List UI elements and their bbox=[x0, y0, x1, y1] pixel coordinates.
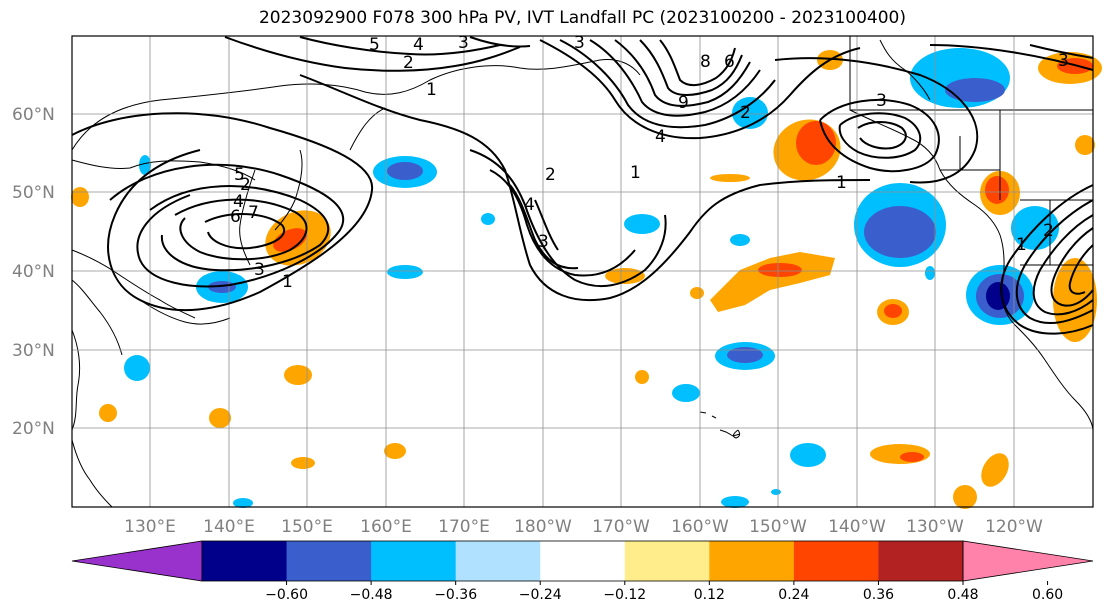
lon-label: 120°W bbox=[985, 517, 1043, 537]
colorbar-cell bbox=[540, 541, 626, 581]
colorbar-tick-label: 0.48 bbox=[947, 587, 978, 601]
contour-label: 1 bbox=[1016, 235, 1027, 255]
colorbar-cell bbox=[878, 541, 964, 581]
contour-label: 4 bbox=[524, 195, 535, 215]
contour-label: 9 bbox=[678, 93, 689, 113]
lon-label: 140°W bbox=[828, 517, 886, 537]
lat-label: 60°N bbox=[12, 105, 55, 125]
contour-label: 3 bbox=[254, 260, 265, 280]
lat-label: 50°N bbox=[12, 183, 55, 203]
pv-contours bbox=[71, 36, 1094, 335]
colorbar-tick-label: 0.24 bbox=[778, 587, 809, 601]
colorbar-cell bbox=[371, 541, 457, 581]
contour-label: 4 bbox=[655, 127, 666, 147]
lon-label: 130°E bbox=[124, 517, 176, 537]
lon-label: 150°E bbox=[281, 517, 333, 537]
lon-label: 130°W bbox=[906, 517, 964, 537]
lon-label: 160°W bbox=[671, 517, 729, 537]
colorbar-extend-high bbox=[962, 540, 1094, 582]
lon-label: 170°E bbox=[438, 517, 490, 537]
colorbar: −0.60 −0.48 −0.36 −0.24 −0.12 0.12 0.24 0.36 0.4… bbox=[71, 540, 1094, 601]
colorbar-tick-label: 0.36 bbox=[863, 587, 894, 601]
colorbar-cell bbox=[455, 541, 541, 581]
contour-label: 3 bbox=[1058, 51, 1069, 71]
lon-label: 140°E bbox=[203, 517, 255, 537]
contour-label: 2 bbox=[1043, 221, 1054, 241]
contour-label: 8 bbox=[700, 52, 711, 72]
longitude-labels: 130°E 140°E 150°E 160°E 170°E 180°W 170°… bbox=[124, 517, 1043, 537]
contour-labels: 5 4 3 2 1 3 2 1 4 5 6 7 8 9 3 4 2 3 1 2 … bbox=[230, 33, 1069, 292]
colorbar-tick-label: 0.12 bbox=[694, 587, 725, 601]
colorbar-tick-label: 0.60 bbox=[1032, 587, 1063, 601]
lat-label: 40°N bbox=[12, 262, 55, 282]
contour-label: 3 bbox=[876, 91, 887, 111]
contour-label: 5 bbox=[234, 165, 245, 185]
contour-label: 1 bbox=[836, 173, 847, 193]
latitude-labels: 60°N 50°N 40°N 30°N 20°N bbox=[12, 105, 55, 439]
contour-label: 2 bbox=[403, 53, 414, 73]
contour-label: 1 bbox=[282, 272, 293, 292]
lon-label: 150°W bbox=[749, 517, 807, 537]
map-title: 2023092900 F078 300 hPa PV, IVT Landfall… bbox=[258, 8, 906, 28]
contour-label: 4 bbox=[233, 192, 244, 212]
colorbar-cell bbox=[709, 541, 795, 581]
colorbar-cell bbox=[624, 541, 710, 581]
colorbar-tick-label: −0.24 bbox=[519, 587, 562, 601]
contour-label: 1 bbox=[630, 163, 641, 183]
colorbar-tick-label: −0.48 bbox=[350, 587, 393, 601]
lat-label: 20°N bbox=[12, 419, 55, 439]
contour-label: 5 bbox=[369, 35, 380, 55]
colorbar-cell bbox=[793, 541, 879, 581]
contour-label: 6 bbox=[724, 52, 735, 72]
contour-label: 2 bbox=[240, 175, 251, 195]
contour-label: 3 bbox=[574, 33, 585, 53]
graticule bbox=[72, 36, 1093, 507]
lon-label: 170°W bbox=[592, 517, 650, 537]
contour-label: 2 bbox=[545, 165, 556, 185]
contour-label: 1 bbox=[426, 80, 437, 100]
negative-anomalies bbox=[124, 48, 1059, 508]
lat-label: 30°N bbox=[12, 341, 55, 361]
colorbar-cell bbox=[202, 541, 288, 581]
colorbar-extend-low bbox=[71, 540, 203, 582]
lon-label: 180°W bbox=[514, 517, 572, 537]
contour-label: 3 bbox=[538, 232, 549, 252]
contour-label: 2 bbox=[740, 103, 751, 123]
contour-label: 3 bbox=[458, 33, 469, 53]
colorbar-tick-label: −0.60 bbox=[265, 587, 308, 601]
lon-label: 160°E bbox=[360, 517, 412, 537]
contour-label: 6 bbox=[230, 207, 241, 227]
colorbar-tick-label: −0.36 bbox=[434, 587, 477, 601]
coastlines bbox=[71, 36, 1094, 508]
colorbar-tick-label: −0.12 bbox=[603, 587, 646, 601]
colorbar-cell bbox=[286, 541, 372, 581]
contour-label: 4 bbox=[413, 35, 424, 55]
contour-label: 7 bbox=[248, 203, 259, 223]
map-frame bbox=[71, 35, 1094, 508]
colorbar-frame bbox=[201, 540, 964, 582]
